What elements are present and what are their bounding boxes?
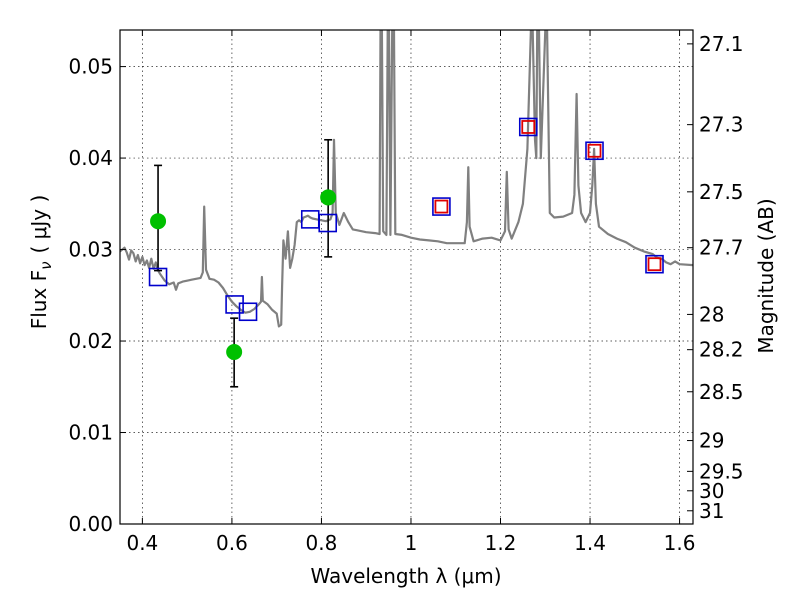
model-point <box>645 254 664 274</box>
magnitude-tick-label: 28 <box>699 302 724 326</box>
magnitude-tick-label: 31 <box>699 499 724 523</box>
x-tick-label: 1 <box>405 531 418 555</box>
model-point-inner <box>434 199 449 214</box>
model-point <box>432 197 451 216</box>
plot-area <box>120 30 693 388</box>
y-tick-label: 0.02 <box>68 329 113 353</box>
model-point <box>518 117 538 137</box>
x-tick-label: 1.2 <box>485 531 517 555</box>
y-tick-label: 0.03 <box>68 238 113 262</box>
magnitude-tick-label: 30 <box>699 479 724 503</box>
x-axis-title: Wavelength λ (μm) <box>310 564 501 588</box>
magnitude-tick-label: 28.5 <box>699 380 744 404</box>
y-axis-title: Flux Fν ( μJy ) <box>27 195 55 330</box>
x-tick-label: 1.4 <box>574 531 606 555</box>
y-tick-label: 0.01 <box>68 421 113 445</box>
y-tick-label: 0.05 <box>68 55 113 79</box>
plot-frame <box>119 29 694 525</box>
x-tick-label: 1.6 <box>664 531 696 555</box>
model-point <box>585 141 604 161</box>
magnitude-tick-label: 27.7 <box>699 236 744 260</box>
x-tick-label: 0.6 <box>216 531 248 555</box>
model-point-inner <box>521 120 536 134</box>
y-axis-title-main: Flux F <box>27 270 51 329</box>
model-point <box>238 302 258 322</box>
model-point-inner <box>587 143 602 158</box>
y-tick-label: 0.04 <box>68 146 113 170</box>
observed-point <box>226 344 243 361</box>
right-axis-title: Magnitude (AB) <box>754 198 778 353</box>
magnitude-tick-label: 29 <box>699 429 724 453</box>
magnitude-tick-label: 27.3 <box>699 113 744 137</box>
magnitude-tick-label: 28.2 <box>699 338 744 362</box>
axes: 0.4 0.6 0.8 1 1.2 1.4 1.6 0.00 0.01 0.02 0.03 0.04 0… <box>68 30 744 555</box>
magnitude-tick-label: 27.5 <box>699 180 744 204</box>
x-tick-label: 0.4 <box>126 531 158 555</box>
magnitude-tick-label: 29.5 <box>699 459 744 483</box>
observed-point <box>150 213 167 230</box>
model-point <box>148 267 168 287</box>
model-point-inner <box>647 257 662 272</box>
magnitude-tick-label: 27.1 <box>699 32 744 56</box>
x-tick-label: 0.8 <box>306 531 338 555</box>
model-point <box>318 213 338 233</box>
spectrum-line <box>120 30 693 328</box>
y-axis-title-unit: ( μJy ) <box>27 195 51 254</box>
model-point <box>225 295 244 314</box>
y-tick-label: 0.00 <box>68 512 113 536</box>
grid <box>120 30 693 524</box>
y-axis-title-subscript: ν <box>37 261 55 269</box>
observed-point <box>320 189 337 206</box>
